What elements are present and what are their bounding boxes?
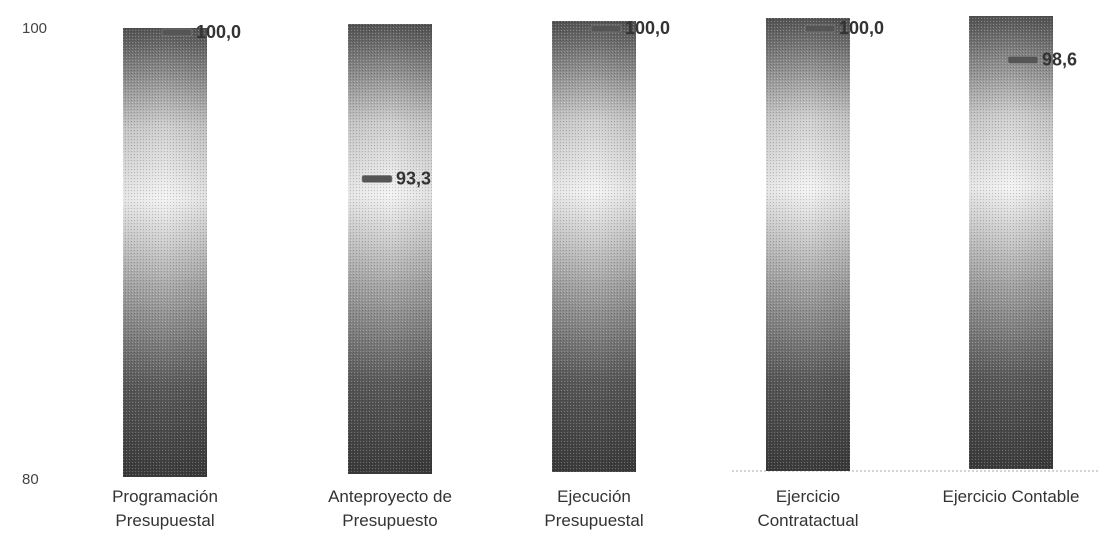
bar-3 xyxy=(552,21,636,472)
bars-layer xyxy=(123,16,1053,477)
y-tick-label-top: 100 xyxy=(22,20,47,37)
category-label: Contratactual xyxy=(757,511,858,530)
value-marker xyxy=(161,28,193,37)
data-label: 93,3 xyxy=(396,168,431,188)
bar-1 xyxy=(123,28,207,477)
category-label: Presupuestal xyxy=(115,511,214,530)
category-labels: Programación Presupuestal Anteproyecto de P… xyxy=(112,487,1079,530)
category-label: Ejecución xyxy=(557,487,631,506)
category-label: Programación xyxy=(112,487,218,506)
y-tick-label-bottom: 80 xyxy=(22,471,39,488)
data-label: 98,6 xyxy=(1042,49,1077,69)
category-label: Anteproyecto de xyxy=(328,487,452,506)
data-label: 100,0 xyxy=(625,18,670,38)
bar-2 xyxy=(348,24,432,474)
category-label: Presupuestal xyxy=(544,511,643,530)
bar-texture xyxy=(552,21,636,472)
category-label: Ejercicio Contable xyxy=(942,487,1079,506)
bar-texture xyxy=(969,16,1053,469)
value-marker xyxy=(590,24,622,33)
data-label: 100,0 xyxy=(196,22,241,42)
markers-layer xyxy=(161,24,1039,183)
bar-texture xyxy=(348,24,432,474)
value-marker xyxy=(361,175,393,183)
bar-texture xyxy=(123,28,207,477)
value-marker xyxy=(1007,56,1039,64)
category-label: Presupuesto xyxy=(342,511,437,530)
bar-4 xyxy=(766,18,850,471)
labels-layer: 100,0 93,3 100,0 100,0 98,6 xyxy=(196,18,1077,188)
category-label: Ejercicio xyxy=(776,487,840,506)
data-label: 100,0 xyxy=(839,18,884,38)
bar-texture xyxy=(766,18,850,471)
value-marker xyxy=(804,24,836,33)
bar-5 xyxy=(969,16,1053,469)
